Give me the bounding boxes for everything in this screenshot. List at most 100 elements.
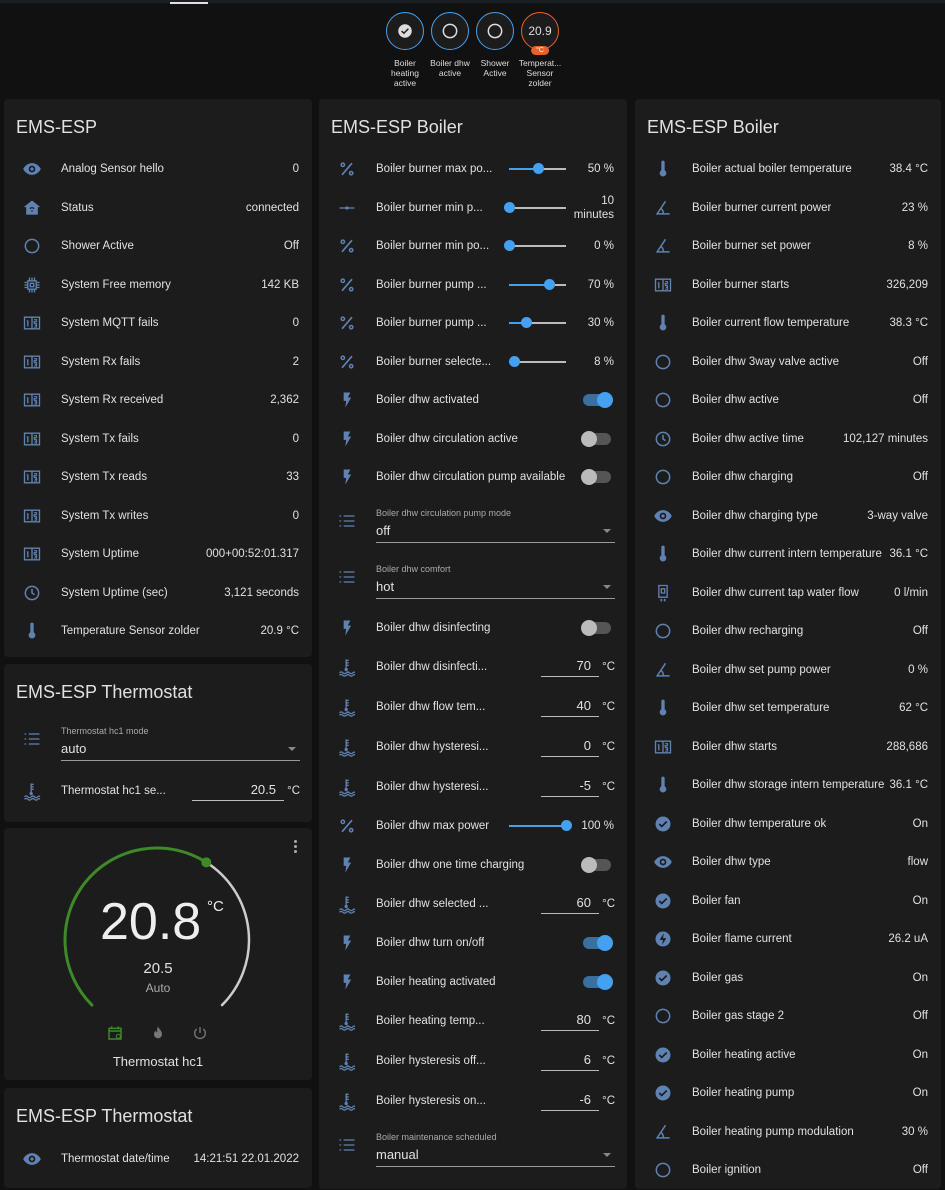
select-boiler-dhw-circulation-pump-mode[interactable]: Boiler dhw circulation pump mode off bbox=[376, 505, 615, 543]
row-boiler-dhw-max-power[interactable]: Boiler dhw max power 100 % bbox=[319, 807, 627, 846]
slider[interactable] bbox=[509, 317, 566, 329]
select-boiler-maintenance-scheduled[interactable]: Boiler maintenance scheduled manual bbox=[376, 1129, 615, 1167]
row-label: Boiler hysteresis on... bbox=[376, 1095, 486, 1107]
toggle-switch[interactable] bbox=[583, 392, 613, 409]
chevron-down-icon[interactable] bbox=[603, 528, 611, 533]
row-boiler-burner-max-po[interactable]: Boiler burner max po... 50 % bbox=[319, 150, 627, 189]
row-boiler-burner-pump[interactable]: Boiler burner pump ... 30 % bbox=[319, 304, 627, 343]
row-boiler-dhw-disinfecting[interactable]: Boiler dhw disinfecting bbox=[319, 609, 627, 648]
chevron-down-icon[interactable] bbox=[603, 584, 611, 589]
row-boiler-dhw-hysteresi[interactable]: Boiler dhw hysteresi... 0 °C bbox=[319, 727, 627, 767]
row-value: 14:21:51 22.01.2022 bbox=[193, 1153, 299, 1166]
row-boiler-burner-selecte[interactable]: Boiler burner selecte... 8 % bbox=[319, 343, 627, 382]
number-input[interactable]: 60 bbox=[541, 894, 599, 914]
badge-label: Boiler heating active bbox=[391, 58, 419, 88]
row-boiler-dhw-one-time-charging[interactable]: Boiler dhw one time charging bbox=[319, 846, 627, 885]
chevron-down-icon[interactable] bbox=[288, 747, 296, 751]
slider-handle[interactable] bbox=[532, 163, 544, 175]
slider-handle[interactable] bbox=[561, 820, 572, 832]
row-boiler-dhw-circulation-active[interactable]: Boiler dhw circulation active bbox=[319, 420, 627, 459]
toggle-switch[interactable] bbox=[581, 469, 611, 486]
row-value: 38.3 °C bbox=[889, 317, 928, 330]
row-label: Boiler dhw 3way valve active bbox=[692, 355, 840, 368]
thermostat-name: Thermostat hc1 bbox=[112, 1054, 204, 1069]
toggle-switch[interactable] bbox=[581, 430, 611, 447]
toggle-switch[interactable] bbox=[581, 619, 611, 636]
row-thermostat-hc1-mode[interactable]: Thermostat hc1 mode auto bbox=[4, 715, 312, 771]
row-boiler-dhw-comfort[interactable]: Boiler dhw comfort hot bbox=[319, 553, 627, 609]
row-label: Boiler actual boiler temperature bbox=[692, 163, 852, 176]
row-boiler-dhw-activated[interactable]: Boiler dhw activated bbox=[319, 381, 627, 420]
row-boiler-maintenance-scheduled[interactable]: Boiler maintenance scheduled manual bbox=[319, 1121, 627, 1177]
row-boiler-heating-activated[interactable]: Boiler heating activated bbox=[319, 963, 627, 1002]
slider[interactable] bbox=[504, 201, 566, 213]
dial-handle[interactable] bbox=[201, 857, 212, 868]
badge-shower-active[interactable]: Shower Active bbox=[473, 12, 517, 78]
badge-boiler-dhw-active[interactable]: Boiler dhw active bbox=[428, 12, 472, 78]
row-label: Boiler dhw type bbox=[692, 856, 771, 869]
select-boiler-dhw-comfort[interactable]: Boiler dhw comfort hot bbox=[376, 561, 615, 599]
row-boiler-burner-pump[interactable]: Boiler burner pump ... 70 % bbox=[319, 266, 627, 305]
number-input[interactable]: -6 bbox=[541, 1091, 599, 1111]
unit-label: °C bbox=[602, 661, 615, 673]
row-boiler-burner-min-po[interactable]: Boiler burner min po... 0 % bbox=[319, 227, 627, 266]
row-value: On bbox=[912, 1087, 928, 1100]
number-input[interactable]: 70 bbox=[541, 657, 599, 677]
row-thermostat-hc1-se[interactable]: Thermostat hc1 se... 20.5 °C bbox=[4, 771, 312, 811]
select-thermostat-hc1-mode[interactable]: Thermostat hc1 mode auto bbox=[61, 723, 300, 761]
slider-handle[interactable] bbox=[521, 317, 533, 329]
badge-boiler-heating-active[interactable]: Boiler heating active bbox=[383, 12, 427, 88]
toggle-switch[interactable] bbox=[581, 856, 611, 873]
chevron-down-icon[interactable] bbox=[603, 1153, 611, 1157]
toggle-switch[interactable] bbox=[583, 973, 613, 990]
slider[interactable] bbox=[509, 278, 566, 290]
row-boiler-dhw-circulation-pump-mode[interactable]: Boiler dhw circulation pump mode off bbox=[319, 497, 627, 553]
toggle-switch[interactable] bbox=[583, 935, 613, 952]
row-boiler-dhw-flow-tem[interactable]: Boiler dhw flow tem... 40 °C bbox=[319, 687, 627, 727]
slider-handle[interactable] bbox=[504, 240, 515, 252]
slider[interactable] bbox=[504, 240, 566, 252]
row-boiler-dhw-disinfecti[interactable]: Boiler dhw disinfecti... 70 °C bbox=[319, 647, 627, 687]
row-label: Boiler dhw circulation pump available bbox=[376, 471, 566, 484]
calendar-sync-icon[interactable] bbox=[107, 1025, 123, 1041]
row-boiler-dhw-turn-on-off[interactable]: Boiler dhw turn on/off bbox=[319, 924, 627, 963]
thermostat-dial[interactable] bbox=[4, 828, 312, 1080]
circle-outline-icon bbox=[440, 21, 460, 41]
number-input[interactable]: -5 bbox=[541, 777, 599, 797]
row-boiler-hysteresis-off[interactable]: Boiler hysteresis off... 6 °C bbox=[319, 1041, 627, 1081]
row-label: Boiler heating activated bbox=[376, 975, 496, 988]
row-value: 3-way valve bbox=[867, 509, 928, 522]
number-input[interactable]: 20.5 bbox=[192, 781, 284, 801]
badge-label: Boiler dhw active bbox=[430, 58, 470, 78]
slider-handle[interactable] bbox=[508, 355, 520, 367]
number-input[interactable]: 80 bbox=[541, 1011, 599, 1031]
badge-temperature-sensor[interactable]: 20.9 °C Temperat... Sensor zolder bbox=[518, 12, 562, 88]
angle-acute-icon bbox=[653, 660, 673, 680]
more-options-icon[interactable] bbox=[294, 840, 298, 853]
format-list-icon bbox=[337, 511, 357, 531]
row-boiler-dhw-selected[interactable]: Boiler dhw selected ... 60 °C bbox=[319, 884, 627, 924]
row-temperature-sensor-zolder: Temperature Sensor zolder 20.9 °C bbox=[4, 612, 312, 651]
row-boiler-dhw-circulation-pump-available[interactable]: Boiler dhw circulation pump available bbox=[319, 458, 627, 497]
row-label: Boiler dhw max power bbox=[376, 820, 490, 833]
number-input[interactable]: 6 bbox=[541, 1051, 599, 1071]
number-input[interactable]: 40 bbox=[541, 697, 599, 717]
card-thermostat-datetime: EMS-ESP Thermostat Thermostat date/time 1… bbox=[4, 1088, 312, 1188]
slider-handle[interactable] bbox=[543, 278, 555, 290]
row-label: Boiler burner current power bbox=[692, 201, 832, 214]
row-boiler-hysteresis-on[interactable]: Boiler hysteresis on... -6 °C bbox=[319, 1081, 627, 1121]
select-label: Thermostat hc1 mode bbox=[61, 726, 149, 736]
fire-icon[interactable] bbox=[150, 1025, 166, 1041]
row-boiler-heating-temp[interactable]: Boiler heating temp... 80 °C bbox=[319, 1001, 627, 1041]
slider[interactable] bbox=[508, 355, 566, 367]
slider[interactable] bbox=[509, 163, 566, 175]
slider-handle[interactable] bbox=[504, 201, 515, 213]
power-icon[interactable] bbox=[192, 1025, 208, 1041]
row-boiler-burner-min-p[interactable]: Boiler burner min p... 10 minutes bbox=[319, 189, 627, 228]
slider-fill bbox=[509, 283, 549, 286]
slider[interactable] bbox=[509, 820, 572, 832]
row-boiler-dhw-hysteresi[interactable]: Boiler dhw hysteresi... -5 °C bbox=[319, 767, 627, 807]
active-tab-indicator[interactable] bbox=[170, 2, 208, 4]
number-input[interactable]: 0 bbox=[541, 737, 599, 757]
row-label: Boiler gas bbox=[692, 971, 744, 984]
